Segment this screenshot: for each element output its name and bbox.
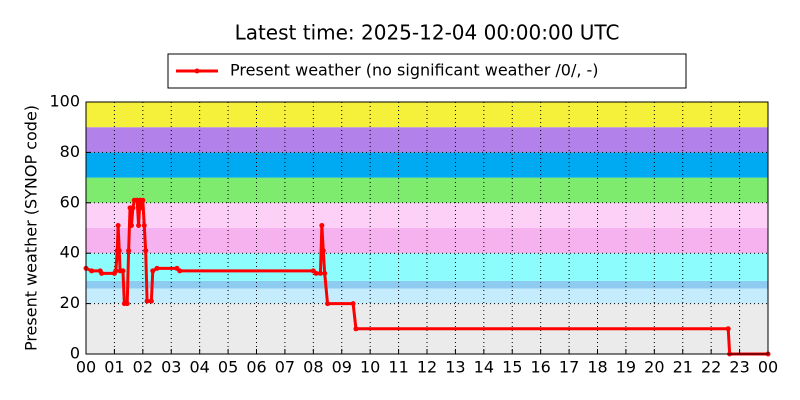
point <box>353 326 359 332</box>
point <box>313 270 319 276</box>
point <box>136 222 142 228</box>
band <box>86 280 768 289</box>
y-axis-label: Present weather (SYNOP code) <box>22 105 41 351</box>
point <box>325 301 331 307</box>
x-tick-label: 03 <box>161 358 181 377</box>
x-tick-label: 10 <box>360 358 380 377</box>
point <box>725 326 731 332</box>
point <box>113 268 119 274</box>
x-tick-label: 23 <box>729 358 749 377</box>
point <box>148 298 154 304</box>
plot <box>83 197 771 357</box>
band <box>86 127 768 153</box>
point <box>177 268 183 274</box>
point <box>89 268 95 274</box>
point <box>120 268 126 274</box>
y-tick-label: 80 <box>60 142 80 161</box>
point <box>128 222 134 228</box>
band <box>86 152 768 178</box>
point <box>124 301 130 307</box>
point <box>144 298 150 304</box>
legend: Present weather (no significant weather … <box>167 53 687 89</box>
x-tick-label: 01 <box>104 358 124 377</box>
point <box>322 270 328 276</box>
x-tick-label: 17 <box>559 358 579 377</box>
point <box>140 197 146 203</box>
point <box>150 268 156 274</box>
x-tick-label: 14 <box>474 358 494 377</box>
x-tick-label: 15 <box>502 358 522 377</box>
x-tick-label: 21 <box>673 358 693 377</box>
bands <box>86 102 768 354</box>
x-tick-label: 00 <box>758 358 778 377</box>
y-tick-label: 20 <box>60 293 80 312</box>
x-tick-label: 22 <box>701 358 721 377</box>
point <box>154 265 160 271</box>
x-tick-label: 13 <box>445 358 465 377</box>
point <box>320 248 326 254</box>
x-tick-label: 11 <box>388 358 408 377</box>
band <box>86 288 768 304</box>
legend-marker <box>194 68 200 74</box>
chart-title: Latest time: 2025-12-04 00:00:00 UTC <box>235 21 620 45</box>
x-tick-label: 02 <box>133 358 153 377</box>
point <box>143 248 149 254</box>
x-tick-label: 04 <box>189 358 209 377</box>
x-tick-label: 06 <box>246 358 266 377</box>
band <box>86 228 768 254</box>
point <box>115 222 121 228</box>
point <box>130 205 136 211</box>
band <box>86 253 768 281</box>
point <box>350 301 356 307</box>
point <box>317 270 323 276</box>
x-tick-label: 07 <box>275 358 295 377</box>
y-tick-label: 0 <box>70 344 80 363</box>
x-tick-label: 18 <box>587 358 607 377</box>
ticks: 0 20 40 60 80 100 00 01 02 03 04 05 06 07 08 09 10 11 12 13… <box>49 92 778 377</box>
legend-box <box>167 53 687 89</box>
x-tick-label: 09 <box>332 358 352 377</box>
x-tick-label: 05 <box>218 358 238 377</box>
y-tick-label: 100 <box>49 92 80 111</box>
point <box>319 222 325 228</box>
x-tick-label: 19 <box>616 358 636 377</box>
x-tick-label: 12 <box>417 358 437 377</box>
legend-label: Present weather (no significant weather … <box>230 61 599 80</box>
y-tick-label: 60 <box>60 192 80 211</box>
y-tick-label: 40 <box>60 243 80 262</box>
x-tick-label: 08 <box>303 358 323 377</box>
x-tick-label: 16 <box>530 358 550 377</box>
point <box>141 222 147 228</box>
x-tick-label: 20 <box>644 358 664 377</box>
point <box>99 270 105 276</box>
point <box>116 248 122 254</box>
x-tick-label: 00 <box>76 358 96 377</box>
point <box>138 205 144 211</box>
point <box>126 248 132 254</box>
